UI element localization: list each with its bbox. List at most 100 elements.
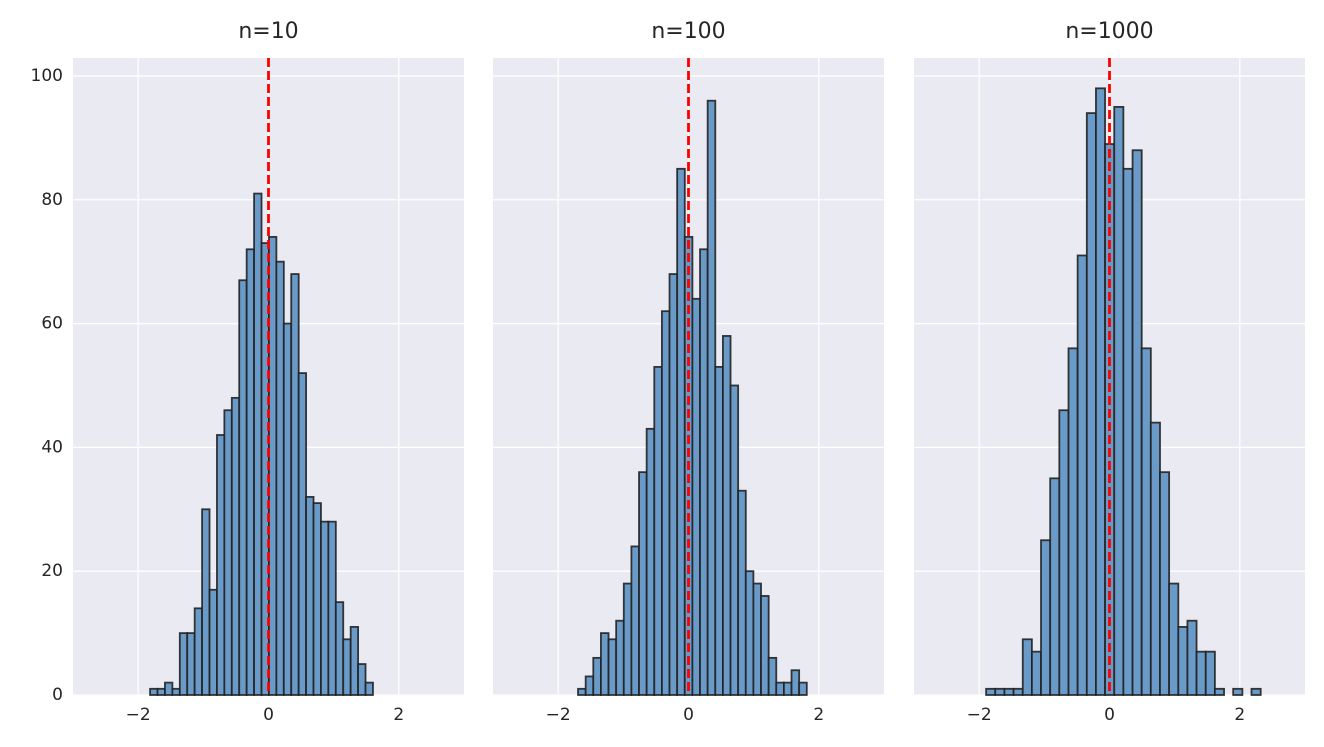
y-tick-label: 100 [31,66,63,86]
bar [230,396,241,696]
bar [775,681,785,696]
bar [275,260,285,696]
bar [722,335,732,696]
bar [1140,347,1152,696]
bar [994,687,1006,696]
bar [653,366,663,696]
bar [186,632,196,696]
bar [1186,619,1198,696]
x-tick-label: 2 [393,705,404,725]
bar [290,273,300,696]
y-tick-label: 80 [41,190,63,210]
bar [201,508,211,696]
bar [607,638,618,696]
bar [245,248,255,696]
bar [1168,582,1180,696]
x-tick-label: 0 [1104,705,1115,725]
bar [223,409,233,696]
bar [615,619,625,696]
bar [592,656,602,696]
x-tick-label: 0 [263,705,274,725]
bar [334,601,345,696]
x-tick-label: 2 [1234,705,1245,725]
bar [327,520,337,696]
bar [364,681,374,696]
bar [714,366,724,696]
bar [149,687,159,696]
y-tick-label: 0 [52,685,63,705]
bar [752,582,762,696]
bar [661,310,671,696]
bar [622,582,633,696]
bar [1149,421,1161,696]
bar [297,372,308,696]
bar [1085,112,1097,696]
bar [1250,687,1262,696]
bar [630,545,640,696]
bar [699,248,709,696]
bar [238,279,248,696]
bar [790,669,801,696]
bar [253,192,263,696]
x-tick-label: −2 [126,705,151,725]
y-tick-label: 40 [41,437,63,457]
bar [638,471,648,696]
bar [208,588,218,696]
bar [1204,650,1216,696]
bar [783,681,793,696]
bar [1049,477,1061,696]
x-tick-label: −2 [967,705,992,725]
bar [164,681,174,696]
bar [1159,471,1171,696]
bar [1122,167,1134,696]
bar [1067,347,1079,696]
bar [1232,687,1244,696]
bar [357,663,367,696]
x-tick-label: 0 [683,705,694,725]
bar [729,384,740,696]
bar [691,297,701,696]
bar [1177,626,1189,696]
bar [1113,106,1125,696]
bar [156,687,166,696]
bar [737,489,747,696]
bar [1095,87,1106,696]
bar [193,607,203,696]
bar [1213,687,1225,696]
bar [178,632,189,696]
bar [577,687,587,696]
bar [1076,254,1088,696]
bar [1021,638,1033,696]
bar [706,99,717,696]
bar [312,502,322,696]
bar [798,681,808,696]
chart-title: n=100 [651,19,725,44]
bar [760,595,770,696]
bar [268,236,278,696]
x-tick-label: −2 [546,705,571,725]
bar [668,273,679,696]
bar [600,632,610,696]
bar [584,675,595,696]
bar [320,520,330,696]
bar [342,638,352,696]
bar [1003,687,1015,696]
bar [1012,687,1024,696]
y-tick-label: 20 [41,561,63,581]
bar [1195,650,1207,696]
bar [985,687,997,696]
bar [305,496,315,696]
bar [1030,650,1042,696]
bar [349,626,360,696]
bar [216,434,226,696]
bar [1131,149,1143,696]
chart-title: n=10 [238,19,298,44]
bar [1040,539,1052,696]
bar [744,570,755,696]
bar [767,656,778,696]
bar [1058,409,1070,696]
bar [645,427,656,696]
bar [171,687,181,696]
y-tick-label: 60 [41,314,63,334]
